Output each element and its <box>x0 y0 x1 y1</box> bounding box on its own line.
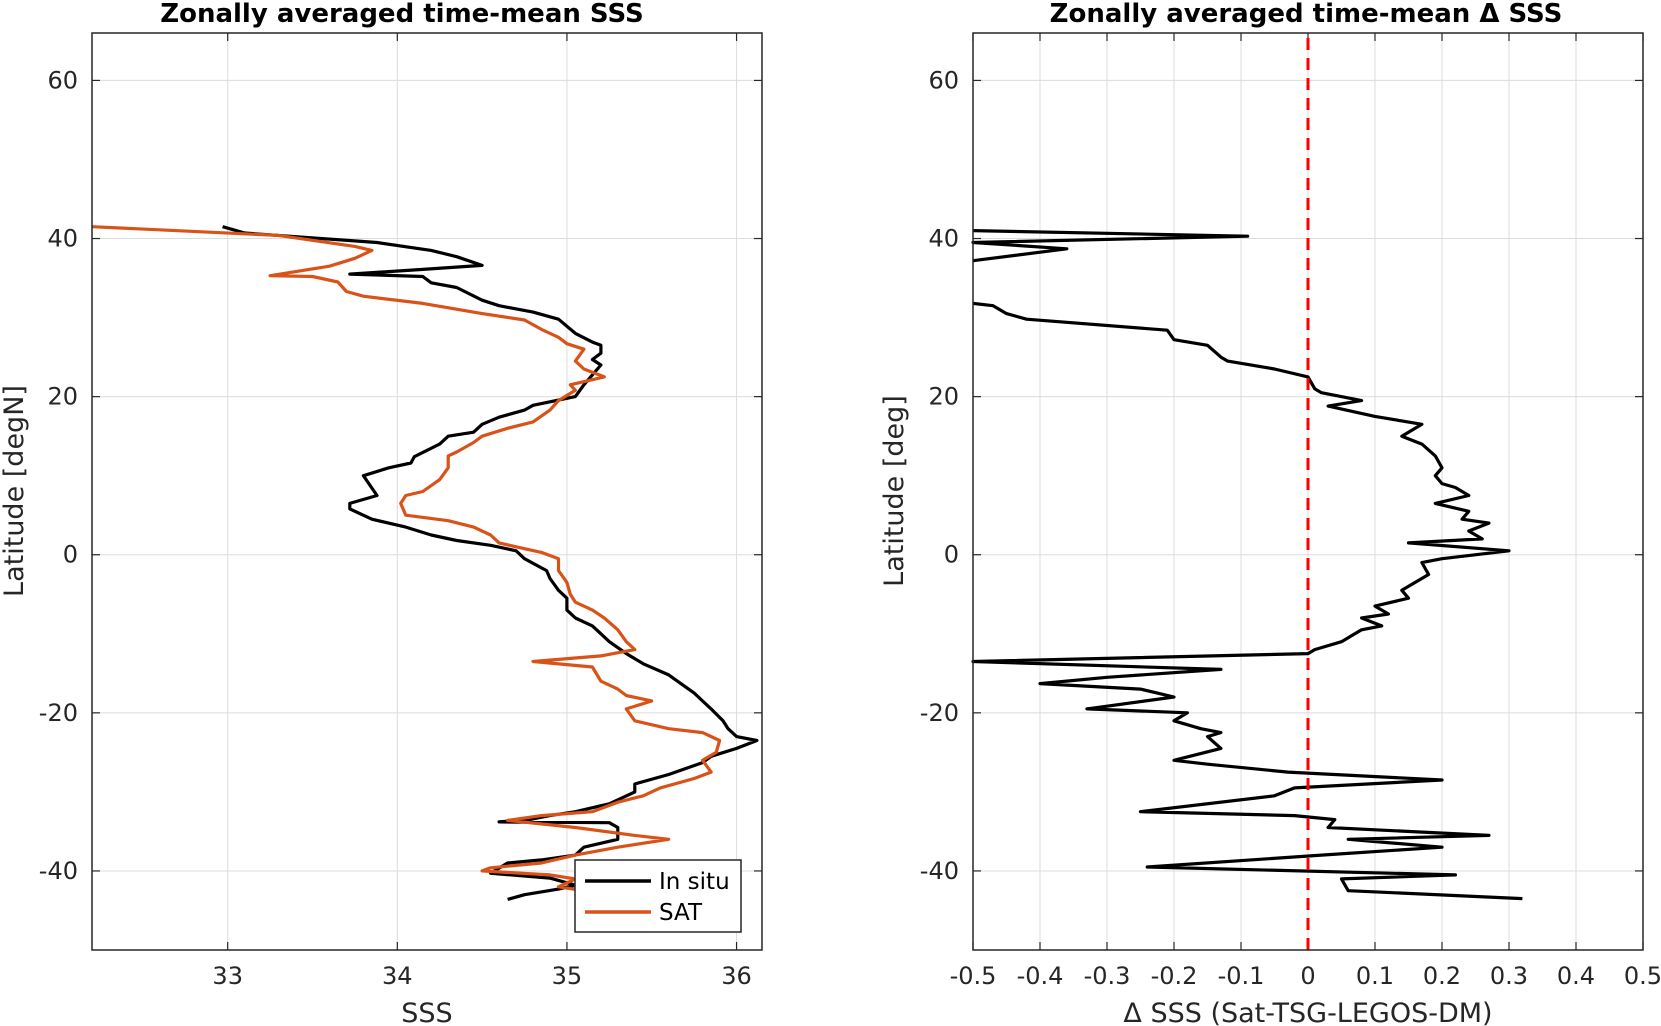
y-tick-label: 20 <box>47 383 78 411</box>
y-tick-label: 0 <box>944 541 959 569</box>
x-tick-label: 34 <box>382 962 413 990</box>
legend-label-in-situ: In situ <box>659 869 730 895</box>
left-chart-title: Zonally averaged time-mean SSS <box>160 0 644 29</box>
left-y-axis-label: Latitude [degN] <box>0 385 30 597</box>
left-grid <box>92 33 762 950</box>
left-plot-lines <box>91 225 759 901</box>
right-plot-lines <box>971 33 1523 950</box>
left-tick-labels: 33 34 35 36 60 40 20 0 -20 -40 <box>39 66 752 990</box>
right-x-axis-label: Δ SSS (Sat-TSG-LEGOS-DM) <box>1123 998 1492 1026</box>
x-tick-label: 33 <box>212 962 243 990</box>
y-tick-label: 0 <box>63 541 78 569</box>
series-line-1 <box>971 301 1523 901</box>
left-axes-box <box>91 32 763 951</box>
legend-box <box>574 859 742 933</box>
y-tick-label: 20 <box>928 383 959 411</box>
y-tick-label: 60 <box>47 66 78 94</box>
series-line-sat <box>91 225 722 893</box>
series-line-in-situ <box>222 225 759 901</box>
x-tick-label: 0.2 <box>1423 962 1461 990</box>
y-tick-label: 40 <box>928 225 959 253</box>
right-grid <box>972 33 1644 950</box>
right-y-axis-label: Latitude [deg] <box>879 395 910 587</box>
x-tick-label: 0.3 <box>1490 962 1528 990</box>
x-tick-label: -0.1 <box>1218 962 1265 990</box>
left-panel: Zonally averaged time-mean SSS 33 34 35 36 6… <box>0 0 763 1026</box>
x-tick-label: -0.2 <box>1151 962 1198 990</box>
y-tick-label: 60 <box>928 66 959 94</box>
y-tick-label: -40 <box>39 857 78 885</box>
x-tick-label: -0.4 <box>1017 962 1064 990</box>
y-tick-label: 40 <box>47 225 78 253</box>
y-tick-label: -40 <box>920 857 959 885</box>
x-tick-label: 0.5 <box>1624 962 1661 990</box>
x-tick-label: -0.5 <box>950 962 997 990</box>
left-x-axis-label: SSS <box>401 998 452 1026</box>
x-tick-label: 0.1 <box>1356 962 1394 990</box>
y-tick-label: -20 <box>920 699 959 727</box>
right-chart-title: Zonally averaged time-mean Δ SSS <box>1050 0 1563 29</box>
series-line-0 <box>971 229 1250 263</box>
right-axes-box <box>972 32 1644 951</box>
legend-label-sat: SAT <box>659 900 703 926</box>
right-tick-labels: -0.5 -0.4 -0.3 -0.2 -0.1 0 0.1 0.2 0.3 0.4 0.5 60 40… <box>920 66 1661 990</box>
y-tick-label: -20 <box>39 699 78 727</box>
x-tick-label: 35 <box>552 962 583 990</box>
x-tick-label: 36 <box>721 962 752 990</box>
legend: In situ SAT <box>574 859 742 933</box>
x-tick-label: -0.3 <box>1084 962 1131 990</box>
right-panel: Zonally averaged time-mean Δ SSS -0.5 -0.… <box>879 0 1661 1026</box>
x-tick-label: 0 <box>1300 962 1315 990</box>
x-tick-label: 0.4 <box>1557 962 1595 990</box>
